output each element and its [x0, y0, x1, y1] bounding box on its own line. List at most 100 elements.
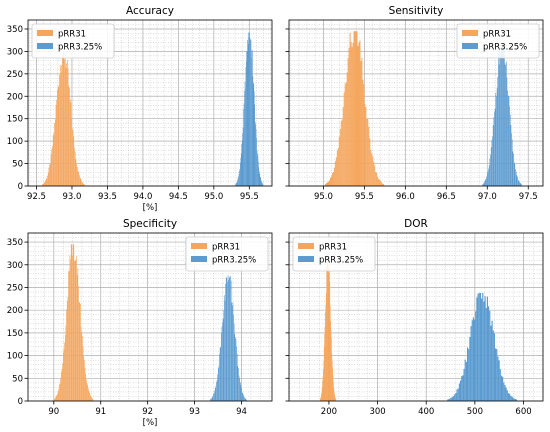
histogram-bar — [500, 375, 503, 401]
chart-panel-3: 90 91 92 93 94 0 50 100 150 200 250 300 350 Specifici… — [7, 218, 273, 428]
histogram-bar — [59, 383, 61, 401]
histogram-bar — [452, 396, 455, 401]
histogram-bar — [241, 153, 242, 186]
histogram-bar — [462, 375, 464, 401]
histogram-bar — [90, 396, 92, 401]
histogram-bar — [82, 346, 84, 401]
histogram-bar — [217, 367, 219, 401]
legend-label: pRR31 — [483, 30, 511, 40]
histogram-bar — [212, 396, 214, 401]
x-tick-label: 94.5 — [169, 192, 188, 202]
x-tick-label: 96.5 — [437, 192, 456, 202]
histogram-bar — [324, 326, 326, 401]
histogram-bar — [323, 369, 324, 401]
histogram-bar — [332, 368, 333, 401]
histogram-bar — [74, 260, 76, 401]
histogram-bar — [80, 178, 82, 186]
histogram-bar — [488, 168, 489, 186]
histogram-bar — [76, 163, 77, 186]
histogram-bar — [224, 300, 226, 401]
histogram-bar — [232, 305, 233, 401]
histogram-bar — [68, 85, 70, 186]
histogram-bar — [235, 337, 236, 401]
histogram-bar — [239, 382, 241, 401]
histogram-bar — [257, 153, 258, 186]
histogram-bar — [216, 380, 218, 401]
histogram-bar — [64, 59, 65, 186]
x-tick-label: 300 — [369, 407, 385, 417]
histogram-bar — [485, 307, 487, 401]
histogram-bar — [327, 272, 329, 401]
histogram-bar — [65, 67, 67, 186]
axes-frame — [288, 19, 544, 187]
histogram-bar — [238, 375, 240, 401]
histogram-bar — [259, 177, 261, 186]
legend-swatch — [298, 243, 314, 249]
histogram-bar — [449, 398, 451, 401]
x-tick-label: 93 — [189, 407, 200, 417]
histogram-bar — [504, 63, 506, 186]
histogram-bar — [260, 180, 262, 186]
histogram-bar — [321, 392, 323, 401]
histogram-bar — [455, 393, 457, 401]
legend: pRR31 pRR3.25% — [456, 23, 540, 59]
histogram-bar — [221, 326, 223, 401]
histogram-bar — [328, 261, 330, 401]
histogram-bar — [503, 382, 505, 401]
histogram-bar — [335, 399, 337, 401]
x-tick-label: 94.0 — [133, 192, 152, 202]
histogram-bar — [240, 157, 242, 186]
histogram-bar — [221, 332, 222, 401]
histogram-bar — [246, 399, 247, 401]
histogram-bar — [60, 378, 62, 401]
histogram-bar — [218, 365, 220, 401]
histogram-bar — [503, 46, 505, 186]
histogram-bar — [502, 376, 504, 401]
legend-label: pRR3.25% — [483, 43, 527, 53]
histogram-bar — [328, 180, 330, 186]
histogram-bar — [42, 183, 44, 186]
histogram-bar — [61, 65, 63, 186]
histogram-bar — [474, 319, 476, 401]
histogram-bar — [213, 394, 214, 401]
histogram-bar — [329, 177, 331, 186]
histogram-bar — [352, 42, 354, 187]
histogram-bar — [490, 325, 492, 401]
histogram-bar — [243, 108, 244, 186]
histogram-bar — [72, 130, 74, 186]
y-tick-label: 250 — [7, 283, 23, 293]
histogram-bar — [499, 49, 501, 186]
histogram-bar — [92, 399, 94, 401]
histogram-bar — [338, 136, 340, 186]
histogram-bar — [251, 58, 252, 186]
histogram-bar — [463, 368, 465, 401]
histogram-bar — [470, 326, 472, 401]
histogram-bar — [250, 40, 251, 186]
histogram-bar — [236, 182, 237, 186]
histogram-bar — [71, 128, 73, 186]
histogram-bar — [497, 76, 499, 186]
histogram-bar — [334, 394, 335, 401]
legend-label: pRR3.25% — [212, 256, 256, 266]
histogram-bar — [476, 297, 478, 401]
histogram-bar — [516, 175, 518, 186]
histogram-bar — [511, 139, 513, 186]
histogram-bar — [67, 297, 69, 401]
histogram-bar — [243, 394, 244, 401]
x-tick-label: 600 — [515, 407, 531, 417]
histogram-bar — [80, 303, 81, 401]
histogram-bar — [508, 96, 510, 186]
histogram-bar — [484, 181, 485, 186]
histogram-bar — [361, 57, 363, 186]
histogram-bar — [514, 399, 517, 401]
histogram-bar — [496, 96, 497, 186]
histogram-bar — [46, 178, 48, 186]
histogram-bar — [91, 397, 92, 401]
histogram-bar — [56, 395, 58, 401]
histogram-bar — [50, 154, 52, 186]
histogram-bar — [225, 283, 226, 401]
x-tick-label: 95.5 — [240, 192, 259, 202]
histogram-bar — [510, 395, 512, 401]
histogram-bar — [349, 32, 351, 186]
